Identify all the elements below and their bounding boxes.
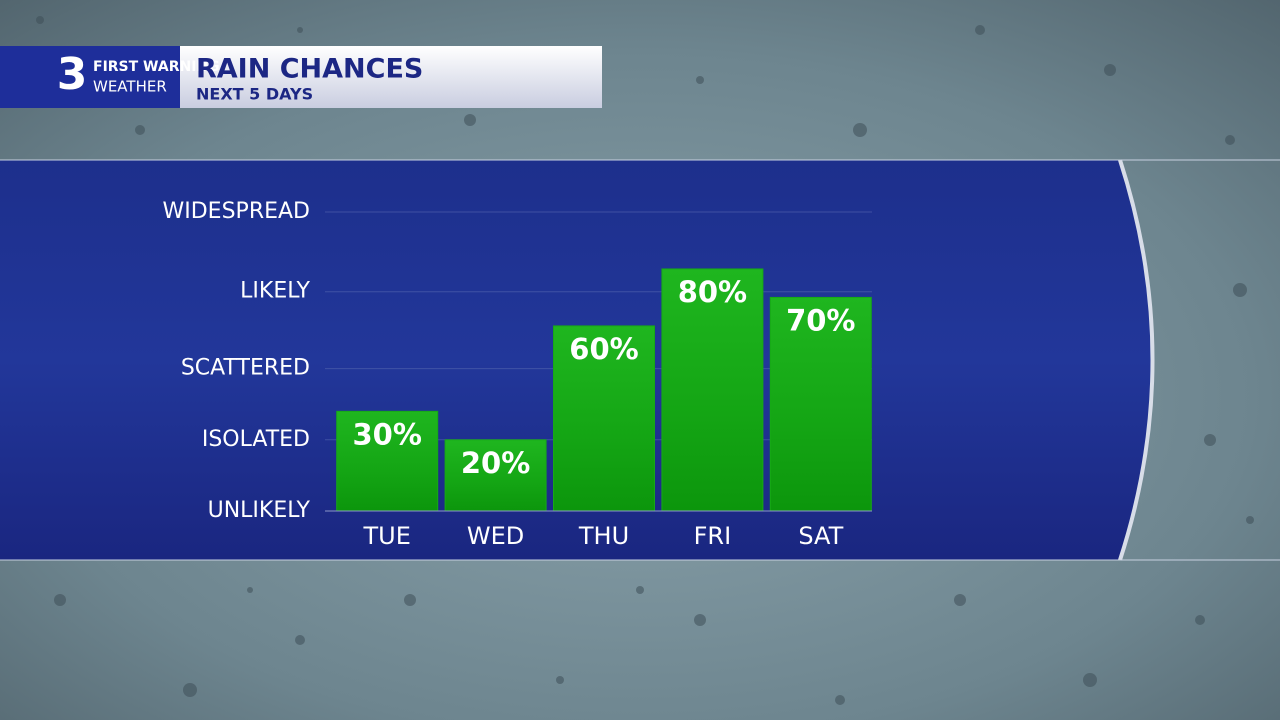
y-tick-label: SCATTERED — [181, 356, 310, 381]
logo-line2: WEATHER — [93, 78, 167, 96]
x-tick-label: TUE — [363, 522, 411, 550]
y-tick-label: ISOLATED — [202, 427, 310, 452]
value-label: 70% — [786, 303, 855, 337]
y-tick-label: LIKELY — [240, 279, 310, 304]
logo-number: 3 — [57, 49, 88, 100]
x-tick-label: WED — [467, 522, 524, 550]
value-label: 80% — [678, 275, 747, 309]
panel-edge — [1118, 159, 1155, 561]
x-tick-label: FRI — [694, 522, 732, 550]
x-tick-label: SAT — [798, 522, 843, 550]
logo-line1: FIRST WARNING — [93, 59, 220, 75]
bar — [769, 296, 872, 512]
x-tick-label: THU — [578, 522, 629, 550]
bar — [444, 439, 547, 512]
value-label: 20% — [461, 446, 530, 480]
bar — [553, 325, 655, 512]
y-tick-label: UNLIKELY — [208, 498, 311, 523]
bar — [336, 410, 439, 512]
chart-title: RAIN CHANCES — [196, 54, 423, 85]
logo-box — [0, 46, 180, 108]
bar — [661, 268, 764, 512]
header-bar — [178, 46, 602, 108]
value-label: 60% — [569, 332, 638, 366]
y-tick-label: WIDESPREAD — [163, 199, 311, 224]
raindrops — [36, 16, 1254, 705]
value-label: 30% — [352, 417, 421, 451]
chart-subtitle: NEXT 5 DAYS — [196, 85, 313, 104]
